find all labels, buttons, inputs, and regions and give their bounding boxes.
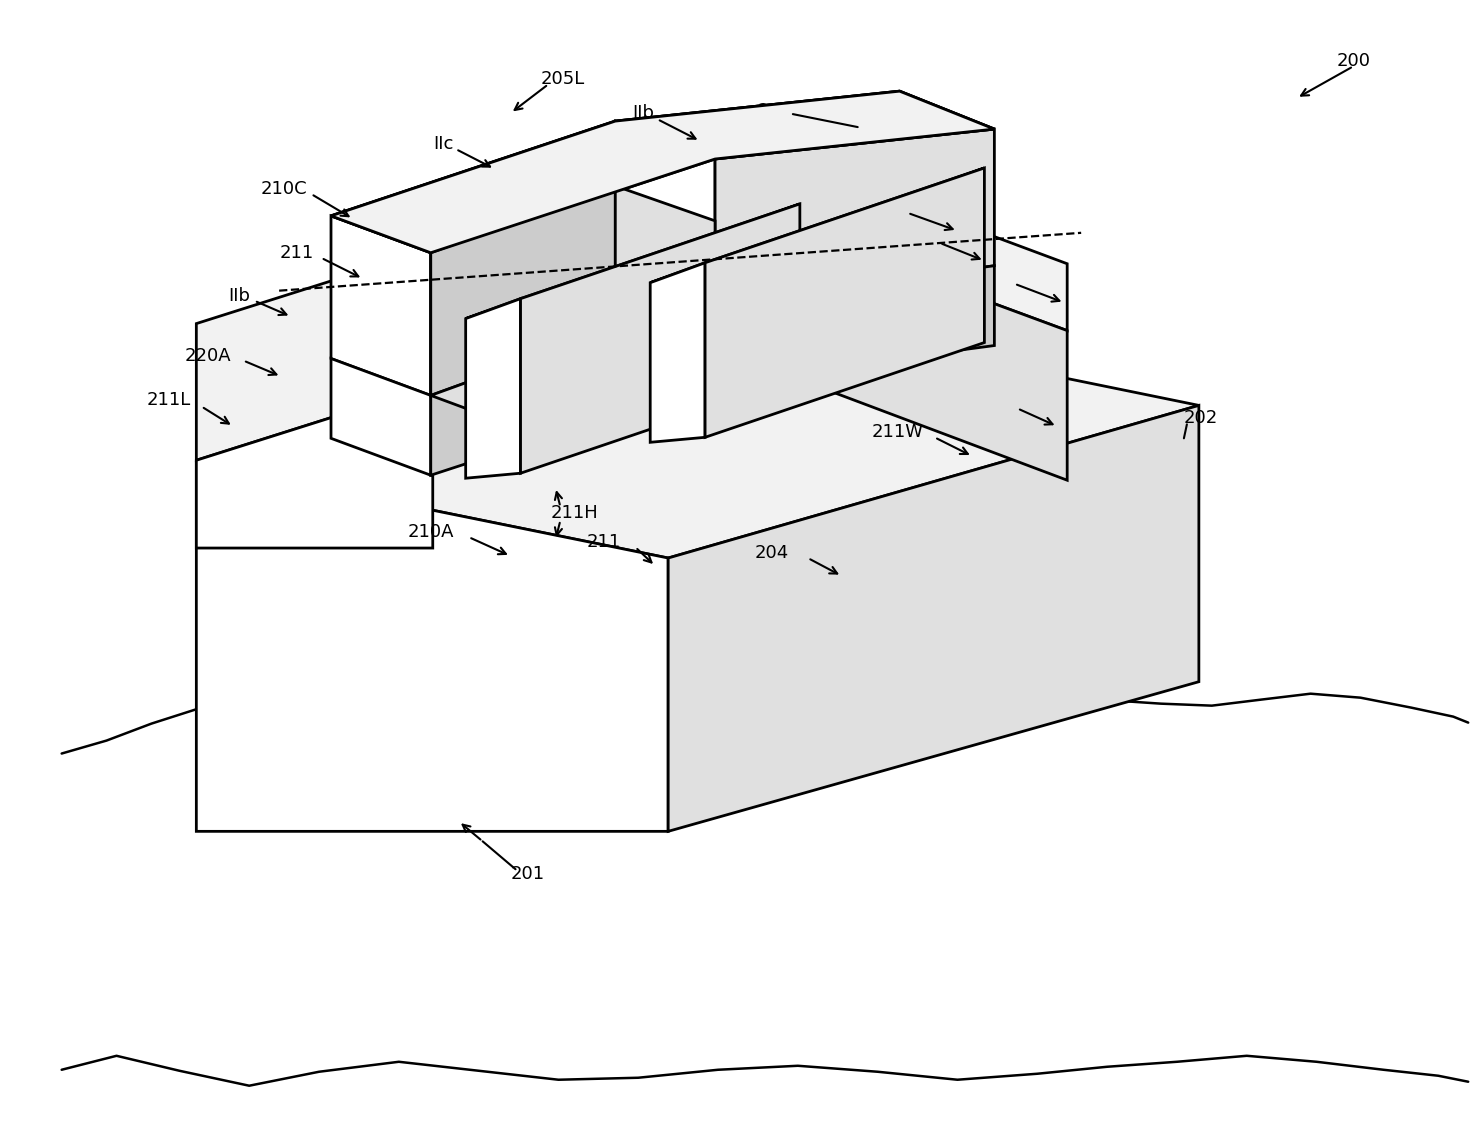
Polygon shape [706,169,984,438]
Polygon shape [431,303,714,475]
Polygon shape [196,386,432,549]
Polygon shape [331,216,431,396]
Polygon shape [770,153,1067,330]
Polygon shape [651,262,706,442]
Polygon shape [615,121,714,303]
Polygon shape [331,92,995,252]
Polygon shape [331,121,714,252]
Text: 210C: 210C [261,180,307,198]
Polygon shape [651,169,984,283]
Text: 205: 205 [757,102,793,120]
Text: 211L: 211L [146,391,190,409]
Polygon shape [196,309,1199,558]
Text: 201: 201 [511,865,545,883]
Text: IIc: IIc [979,395,999,413]
Text: IIb: IIb [229,286,251,304]
Text: 210: 210 [970,269,1005,287]
Polygon shape [431,185,615,396]
Text: 210B: 210B [880,228,925,247]
Polygon shape [196,463,669,831]
Polygon shape [714,266,995,382]
Text: 211H: 211H [551,504,598,523]
Polygon shape [669,405,1199,831]
Text: 204: 204 [754,544,790,562]
Text: 211: 211 [280,244,314,261]
Polygon shape [431,329,714,432]
Polygon shape [615,185,714,365]
Text: IIc: IIc [434,135,455,153]
Polygon shape [465,204,800,319]
Polygon shape [196,249,432,460]
Text: 211W: 211W [872,423,924,441]
Polygon shape [770,221,1067,481]
Text: 202: 202 [1184,409,1218,428]
Text: 205L: 205L [540,70,584,88]
Polygon shape [615,266,714,382]
Polygon shape [615,92,995,159]
Polygon shape [331,359,431,475]
Text: 211: 211 [586,533,620,551]
Text: 220B: 220B [849,199,896,217]
Text: 200: 200 [1336,52,1371,70]
Polygon shape [431,159,714,396]
Polygon shape [521,204,800,473]
Polygon shape [331,92,995,252]
Text: IIb: IIb [632,104,654,122]
Polygon shape [465,299,521,478]
Polygon shape [714,129,995,303]
Text: 220A: 220A [184,346,232,364]
Text: 210A: 210A [407,523,455,541]
